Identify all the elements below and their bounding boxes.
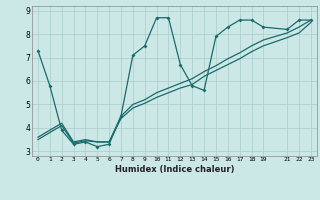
X-axis label: Humidex (Indice chaleur): Humidex (Indice chaleur) bbox=[115, 165, 234, 174]
